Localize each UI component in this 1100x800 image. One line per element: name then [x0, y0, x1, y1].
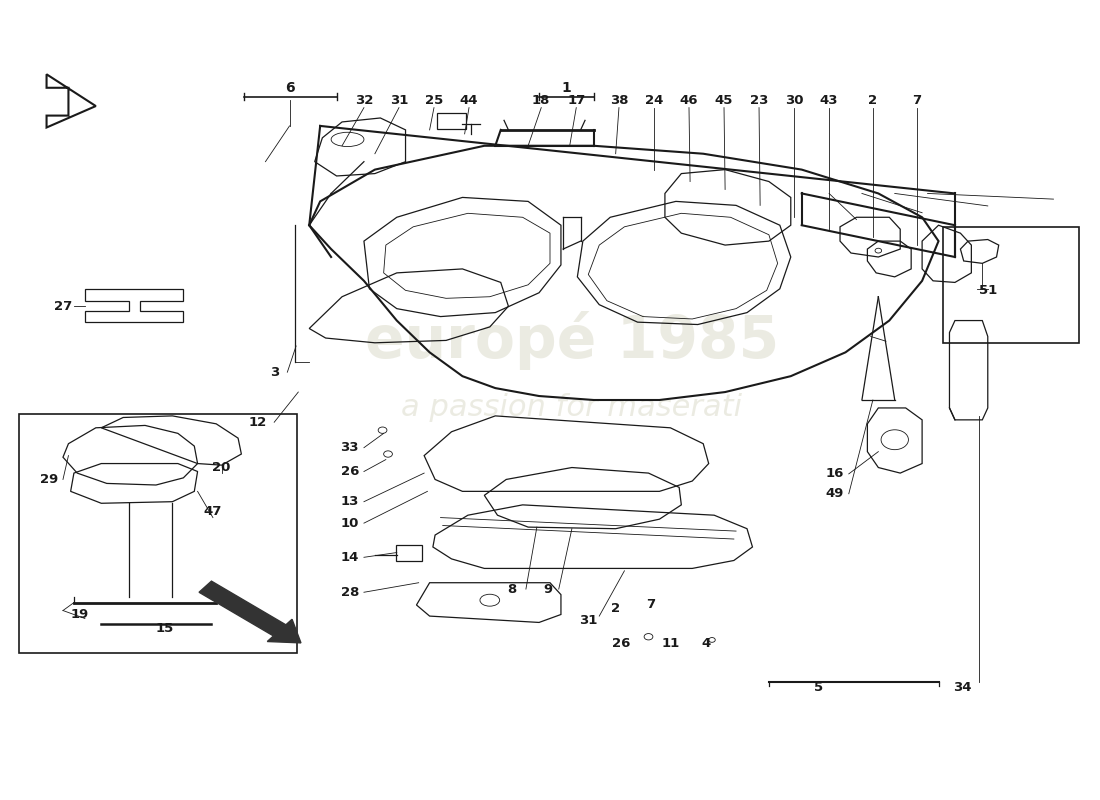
Text: 26: 26	[341, 465, 359, 478]
Text: 10: 10	[341, 517, 359, 530]
Text: 49: 49	[825, 487, 844, 500]
Text: 43: 43	[820, 94, 838, 107]
Text: 45: 45	[715, 94, 734, 107]
Text: 19: 19	[70, 608, 88, 621]
Text: 5: 5	[814, 681, 823, 694]
Text: 38: 38	[609, 94, 628, 107]
Text: europé 1985: europé 1985	[365, 311, 779, 370]
Text: 8: 8	[507, 582, 516, 595]
Text: 44: 44	[460, 94, 478, 107]
Text: 25: 25	[425, 94, 443, 107]
Text: 7: 7	[646, 598, 656, 611]
Text: 51: 51	[979, 284, 997, 297]
Text: 27: 27	[54, 300, 73, 313]
Text: a passion for maserati: a passion for maserati	[402, 394, 742, 422]
Text: 2: 2	[612, 602, 620, 614]
Text: 3: 3	[270, 366, 278, 378]
Text: 24: 24	[645, 94, 663, 107]
Text: 31: 31	[389, 94, 408, 107]
Text: 26: 26	[612, 638, 630, 650]
Text: 7: 7	[912, 94, 921, 107]
Text: 47: 47	[204, 505, 222, 518]
Text: 2: 2	[868, 94, 878, 107]
Text: 1: 1	[561, 81, 571, 94]
Text: 28: 28	[341, 586, 359, 598]
Text: 30: 30	[784, 94, 803, 107]
Text: 23: 23	[750, 94, 768, 107]
Text: 15: 15	[155, 622, 174, 635]
Text: 12: 12	[249, 416, 267, 429]
Text: 14: 14	[341, 550, 359, 564]
Polygon shape	[46, 74, 96, 127]
Text: 20: 20	[212, 461, 231, 474]
Text: 16: 16	[825, 467, 844, 480]
Text: 32: 32	[355, 94, 373, 107]
Text: 33: 33	[341, 441, 359, 454]
Text: 13: 13	[341, 495, 359, 508]
Text: 17: 17	[568, 94, 585, 107]
Text: 18: 18	[532, 94, 550, 107]
Text: 46: 46	[680, 94, 698, 107]
Text: 29: 29	[40, 473, 58, 486]
Text: 4: 4	[702, 638, 711, 650]
FancyArrow shape	[199, 581, 301, 643]
Text: 11: 11	[661, 638, 680, 650]
Text: 34: 34	[954, 681, 972, 694]
Text: 31: 31	[579, 614, 597, 627]
Text: 6: 6	[285, 81, 295, 94]
Text: 9: 9	[543, 582, 552, 595]
